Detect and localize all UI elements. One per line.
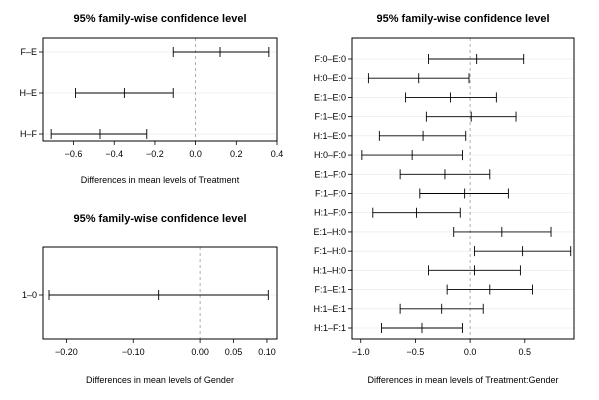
error-bar xyxy=(75,88,174,98)
chart-panel-2: 95% family-wise confidence level 1–0 −0.20… xyxy=(22,213,278,385)
x-tick-label: 0.4 xyxy=(271,149,284,159)
chart-title: 95% family-wise confidence level xyxy=(73,213,246,225)
x-tick-label: 0.00 xyxy=(191,347,209,357)
error-bar xyxy=(361,150,463,161)
error-bar xyxy=(399,303,484,314)
y-tick-label: H:1–F:0 xyxy=(314,208,346,218)
y-tick-label: H–F xyxy=(20,129,38,139)
y-tick-label: F:1–E:0 xyxy=(314,112,346,122)
chart-title: 95% family-wise confidence level xyxy=(73,13,246,25)
chart-panel-1: 95% family-wise confidence level F–E H–E H–… xyxy=(19,13,283,185)
error-bar xyxy=(48,290,269,300)
y-tick-label: 1–0 xyxy=(22,290,37,300)
error-bar xyxy=(474,246,572,257)
y-tick-label: F–E xyxy=(20,47,37,57)
x-tick-label: 0.0 xyxy=(189,149,202,159)
x-axis-label: Differences in mean levels of Treatment:… xyxy=(368,375,559,385)
y-tick-label: E:1–F:0 xyxy=(314,169,346,179)
x-tick-label: −0.2 xyxy=(146,149,164,159)
x-axis-label: Differences in mean levels of Treatment xyxy=(81,175,240,185)
y-tick-label: F:1–E:1 xyxy=(314,285,346,295)
x-tick-label: −0.4 xyxy=(105,149,123,159)
error-bar xyxy=(446,284,533,295)
x-tick-label: 0.0 xyxy=(464,347,477,357)
error-bar xyxy=(405,92,497,103)
chart-title: 95% family-wise confidence level xyxy=(376,13,549,25)
error-bar xyxy=(50,129,148,139)
y-tick-label: E:1–E:0 xyxy=(314,92,346,102)
x-tick-label: −0.10 xyxy=(122,347,145,357)
y-tick-label: H:1–H:0 xyxy=(313,265,346,275)
error-bar xyxy=(372,207,461,218)
x-tick-label: 0.2 xyxy=(230,149,243,159)
y-tick-label: H:0–F:0 xyxy=(314,150,346,160)
error-bar xyxy=(425,111,517,122)
x-tick-label: 0.10 xyxy=(258,347,276,357)
error-bar xyxy=(453,226,552,237)
x-tick-label: 0.5 xyxy=(519,347,532,357)
y-tick-label: H:0–E:0 xyxy=(313,73,346,83)
y-tick-label: E:1–H:0 xyxy=(313,227,346,237)
y-tick-label: H:1–E:0 xyxy=(313,131,346,141)
y-tick-label: F:1–H:0 xyxy=(314,246,346,256)
error-bar xyxy=(381,323,463,333)
y-tick-label: F:1–F:0 xyxy=(315,189,346,199)
error-bar xyxy=(378,130,467,141)
error-bar xyxy=(399,169,491,180)
y-tick-label: H–E xyxy=(19,88,37,98)
y-tick-label: H:1–E:1 xyxy=(313,304,346,314)
x-tick-label: −1.0 xyxy=(352,347,370,357)
chart-panel-3: 95% family-wise confidence level F:0–E:0 H… xyxy=(313,13,575,385)
error-bar xyxy=(172,47,270,57)
x-tick-label: −0.20 xyxy=(55,347,78,357)
x-axis-label: Differences in mean levels of Gender xyxy=(86,375,234,385)
plot-frame xyxy=(351,37,575,340)
plot-frame xyxy=(42,37,278,142)
x-tick-label: −0.6 xyxy=(65,149,83,159)
error-bar xyxy=(428,54,525,64)
plot-frame xyxy=(42,246,278,340)
x-tick-label: −0.5 xyxy=(407,347,425,357)
y-tick-label: H:1–F:1 xyxy=(314,323,346,333)
error-bar xyxy=(419,188,509,199)
error-bar xyxy=(428,265,521,276)
y-tick-label: F:0–E:0 xyxy=(314,54,346,64)
error-bar xyxy=(367,73,470,84)
x-tick-label: 0.05 xyxy=(225,347,243,357)
